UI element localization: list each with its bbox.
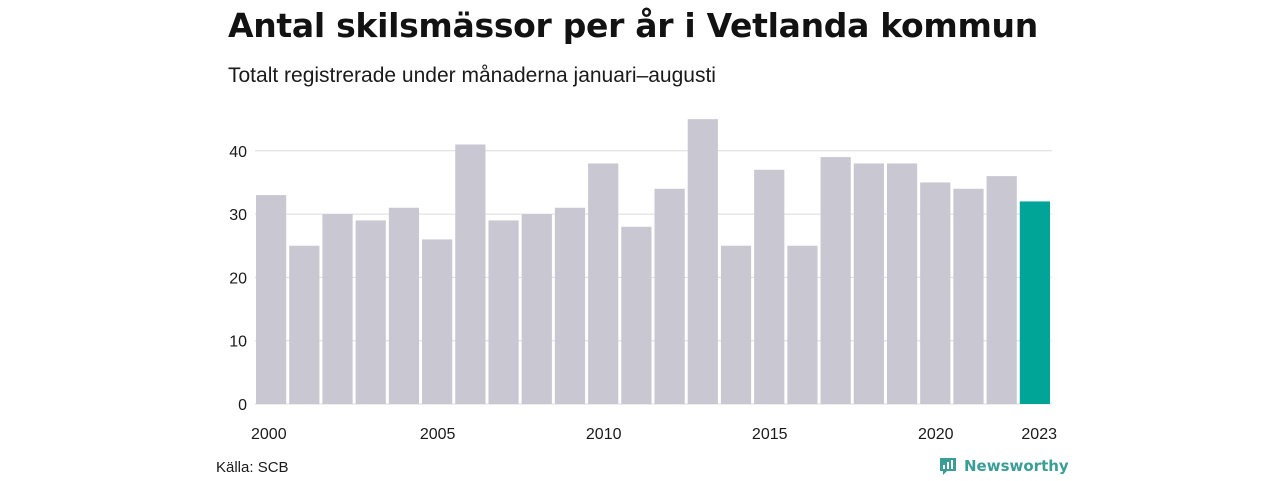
x-tick-label: 2023	[1021, 426, 1057, 443]
bar-2013	[687, 119, 718, 405]
bar-2018	[853, 163, 884, 404]
bar-2023	[1019, 201, 1050, 404]
bar-2010	[588, 163, 619, 404]
bar-2021	[953, 188, 984, 404]
bar-chart-icon	[938, 456, 958, 476]
bar-2012	[654, 188, 685, 404]
bar-2009	[554, 207, 586, 404]
brand-name: Newsworthy	[964, 457, 1069, 475]
x-tick-label: 2015	[752, 426, 788, 443]
bar-2017	[820, 157, 851, 404]
chart-title: Antal skilsmässor per år i Vetlanda komm…	[228, 6, 1038, 45]
bar-2020	[920, 182, 951, 404]
bar-2016	[787, 245, 818, 404]
bar-2002	[322, 214, 353, 404]
x-tick-label: 2000	[251, 426, 287, 443]
bar-2001	[289, 245, 320, 404]
y-tick-label: 0	[238, 397, 247, 414]
gridlines	[255, 150, 1052, 405]
bar-2011	[621, 226, 652, 404]
newsworthy-logo[interactable]: Newsworthy	[938, 456, 1069, 476]
bar-2000	[256, 195, 287, 404]
x-tick-label: 2005	[420, 426, 456, 443]
bar-2015	[754, 169, 785, 404]
x-tick-label: 2020	[918, 426, 954, 443]
y-tick-label: 30	[229, 207, 247, 224]
chart-subtitle: Totalt registrerade under månaderna janu…	[228, 64, 716, 87]
y-tick-label: 10	[229, 334, 247, 351]
y-tick-label: 40	[229, 144, 247, 161]
bar-2019	[886, 163, 918, 404]
y-axis-labels: 0 10 20 30 40	[229, 144, 247, 414]
bar-2005	[422, 239, 453, 404]
bar-2004	[388, 207, 420, 404]
bar-2008	[521, 214, 552, 404]
x-tick-label: 2010	[586, 426, 622, 443]
bar-2022	[986, 176, 1017, 404]
x-axis-labels: 2000 2005 2010 2015 2020 2023	[251, 426, 1057, 443]
bar-2003	[355, 220, 386, 404]
source-note: Källa: SCB	[216, 459, 289, 476]
y-tick-label: 20	[229, 270, 247, 287]
bar-2014	[720, 245, 752, 404]
bar-2007	[488, 220, 519, 404]
bars	[256, 119, 1050, 405]
bar-2006	[455, 144, 486, 404]
